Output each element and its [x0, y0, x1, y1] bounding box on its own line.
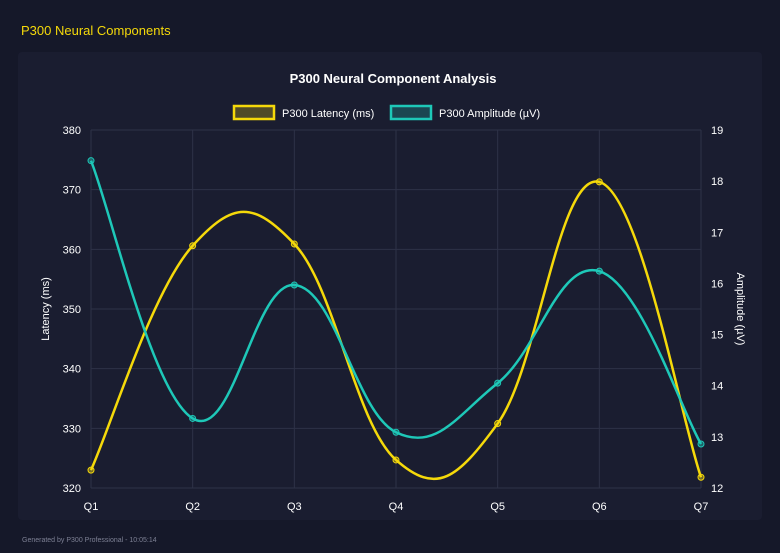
data-point — [595, 178, 603, 186]
y-tick-label: 380 — [63, 125, 81, 137]
data-point — [392, 456, 400, 464]
data-point — [697, 440, 705, 448]
y-tick-label: 370 — [63, 185, 81, 197]
x-tick-label: Q1 — [84, 501, 99, 513]
data-point — [189, 242, 197, 250]
x-tick-label: Q2 — [185, 501, 200, 513]
footer-text: Generated by P300 Professional - 10:05:1… — [22, 537, 157, 544]
legend-swatch — [232, 104, 276, 121]
data-point — [290, 240, 298, 248]
y2-tick-label: 16 — [711, 278, 723, 290]
legend-label: P300 Amplitude (µV) — [439, 108, 540, 120]
y2-axis-label: Amplitude (µV) — [734, 273, 746, 346]
y-tick-label: 320 — [63, 483, 81, 495]
y2-tick-label: 12 — [711, 483, 723, 495]
legend-swatch — [389, 104, 433, 121]
x-tick-label: Q7 — [694, 501, 709, 513]
x-tick-label: Q6 — [592, 501, 607, 513]
data-point — [494, 379, 502, 387]
y-tick-label: 350 — [63, 304, 81, 316]
legend-label: P300 Latency (ms) — [282, 108, 374, 120]
data-point — [595, 267, 603, 275]
data-point — [87, 466, 95, 474]
y2-tick-label: 17 — [711, 227, 723, 239]
data-point — [494, 420, 502, 428]
y-tick-label: 340 — [63, 364, 81, 376]
data-point — [87, 157, 95, 165]
y-tick-label: 330 — [63, 423, 81, 435]
y2-tick-label: 15 — [711, 330, 723, 342]
page-title: P300 Neural Components — [21, 23, 171, 38]
y2-tick-label: 18 — [711, 176, 723, 188]
data-point — [290, 281, 298, 289]
x-tick-label: Q3 — [287, 501, 302, 513]
y-tick-label: 360 — [63, 244, 81, 256]
chart-title: P300 Neural Component Analysis — [290, 71, 497, 86]
series-line — [89, 180, 703, 481]
y2-tick-label: 19 — [711, 125, 723, 137]
x-tick-label: Q5 — [490, 501, 505, 513]
y2-tick-label: 13 — [711, 432, 723, 444]
data-point — [189, 414, 197, 422]
series-line — [89, 160, 703, 445]
data-point — [392, 428, 400, 436]
y2-tick-label: 14 — [711, 381, 723, 393]
y-axis-label: Latency (ms) — [40, 277, 52, 341]
x-tick-label: Q4 — [389, 501, 404, 513]
data-point — [697, 473, 705, 481]
